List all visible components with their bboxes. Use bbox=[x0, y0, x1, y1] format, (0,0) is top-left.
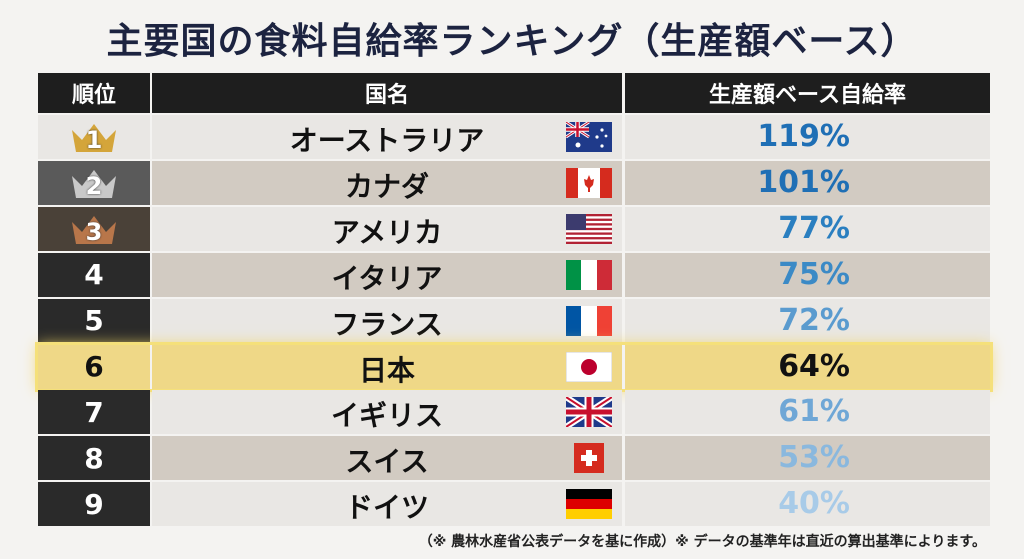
header-cell: 生産額ベース自給率 bbox=[625, 73, 990, 113]
title: 主要国の食料自給率ランキング（生産額ベース） bbox=[106, 21, 918, 62]
name-cell: カナダ bbox=[152, 160, 622, 205]
country-name: 日本 bbox=[358, 353, 415, 387]
rate-cell: 64% bbox=[625, 344, 990, 389]
crown-icon bbox=[72, 215, 116, 244]
name-cell: 日本 bbox=[152, 344, 622, 389]
rank-cell: 3 bbox=[38, 206, 150, 251]
country-name: カナダ bbox=[344, 169, 429, 203]
rate-cell: 40% bbox=[625, 482, 990, 527]
rank-cell: 8 bbox=[38, 436, 150, 481]
rank-cell: 9 bbox=[38, 482, 150, 527]
table-row: 5 フランス 72% bbox=[38, 298, 990, 343]
rate-cell: 61% bbox=[625, 390, 990, 435]
flag-icon bbox=[574, 443, 604, 474]
flag-icon bbox=[566, 489, 612, 520]
table-row: 1 オーストラリア 119% bbox=[38, 115, 990, 159]
table-row: 4 イタリア 75% bbox=[38, 252, 990, 297]
rate-value: 75% bbox=[778, 256, 850, 292]
table-row: 3 アメリカ 77% bbox=[38, 206, 990, 251]
rate-value: 72% bbox=[778, 302, 850, 338]
rate-value: 64% bbox=[778, 348, 850, 384]
rank-cell: 2 bbox=[38, 160, 150, 205]
country-name: イギリス bbox=[330, 399, 443, 433]
flag-icon bbox=[566, 213, 612, 244]
country-name: アメリカ bbox=[331, 215, 443, 249]
flag-icon bbox=[566, 122, 612, 152]
flag-icon bbox=[566, 305, 612, 336]
name-cell: アメリカ bbox=[152, 206, 622, 251]
rank-number: 3 bbox=[85, 217, 103, 246]
name-cell: ドイツ bbox=[152, 482, 622, 527]
rate-value: 61% bbox=[778, 394, 850, 430]
footnote: （※ 農林水産省公表データを基に作成）※ データの基準年は直近の算出基準によりま… bbox=[418, 534, 986, 550]
rank-number: 6 bbox=[84, 350, 104, 383]
name-cell: イギリス bbox=[152, 390, 622, 435]
country-name: フランス bbox=[331, 307, 443, 341]
rate-value: 40% bbox=[778, 486, 850, 522]
rate-value: 53% bbox=[778, 440, 850, 476]
name-cell: フランス bbox=[152, 298, 622, 343]
country-name: スイス bbox=[345, 445, 429, 479]
rate-cell: 119% bbox=[625, 115, 990, 159]
rank-cell: 5 bbox=[38, 298, 150, 343]
rate-value: 119% bbox=[757, 119, 850, 154]
rate-cell: 72% bbox=[625, 298, 990, 343]
rate-value: 101% bbox=[757, 164, 850, 200]
country-name: オーストラリア bbox=[289, 124, 485, 157]
country-name: イタリア bbox=[331, 261, 443, 295]
name-cell: オーストラリア bbox=[152, 115, 622, 159]
header-cell: 順位 bbox=[38, 73, 150, 113]
rate-cell: 77% bbox=[625, 206, 990, 251]
rate-cell: 75% bbox=[625, 252, 990, 297]
rank-number: 4 bbox=[84, 258, 104, 292]
header-cell: 国名 bbox=[152, 73, 622, 113]
rank-number: 9 bbox=[84, 487, 104, 521]
table-row: 2 カナダ 101% bbox=[38, 160, 990, 205]
name-cell: スイス bbox=[152, 436, 622, 481]
rank-number: 8 bbox=[84, 441, 104, 475]
rate-value: 77% bbox=[778, 210, 850, 246]
country-name: ドイツ bbox=[344, 491, 429, 525]
table-row: 6 日本 64% bbox=[35, 341, 993, 392]
name-cell: イタリア bbox=[152, 252, 622, 297]
crown-icon bbox=[72, 124, 116, 152]
rank-number: 7 bbox=[84, 395, 104, 429]
table-row: 9 ドイツ 40% bbox=[38, 482, 990, 527]
rank-cell: 7 bbox=[38, 390, 150, 435]
rank-number: 5 bbox=[84, 304, 104, 338]
rank-number: 1 bbox=[85, 126, 103, 154]
flag-icon bbox=[566, 351, 612, 382]
table-row: 7 イギリス 61% bbox=[38, 390, 990, 435]
rank-cell: 4 bbox=[38, 252, 150, 297]
rank-cell: 6 bbox=[38, 344, 150, 389]
flag-icon bbox=[566, 167, 612, 198]
crown-icon bbox=[72, 169, 116, 198]
flag-icon bbox=[566, 259, 612, 290]
table-row: 8 スイス 53% bbox=[38, 436, 990, 481]
rate-cell: 101% bbox=[625, 160, 990, 205]
rank-number: 2 bbox=[85, 171, 103, 200]
flag-icon bbox=[566, 397, 612, 428]
rate-cell: 53% bbox=[625, 436, 990, 481]
rank-cell: 1 bbox=[38, 115, 150, 159]
